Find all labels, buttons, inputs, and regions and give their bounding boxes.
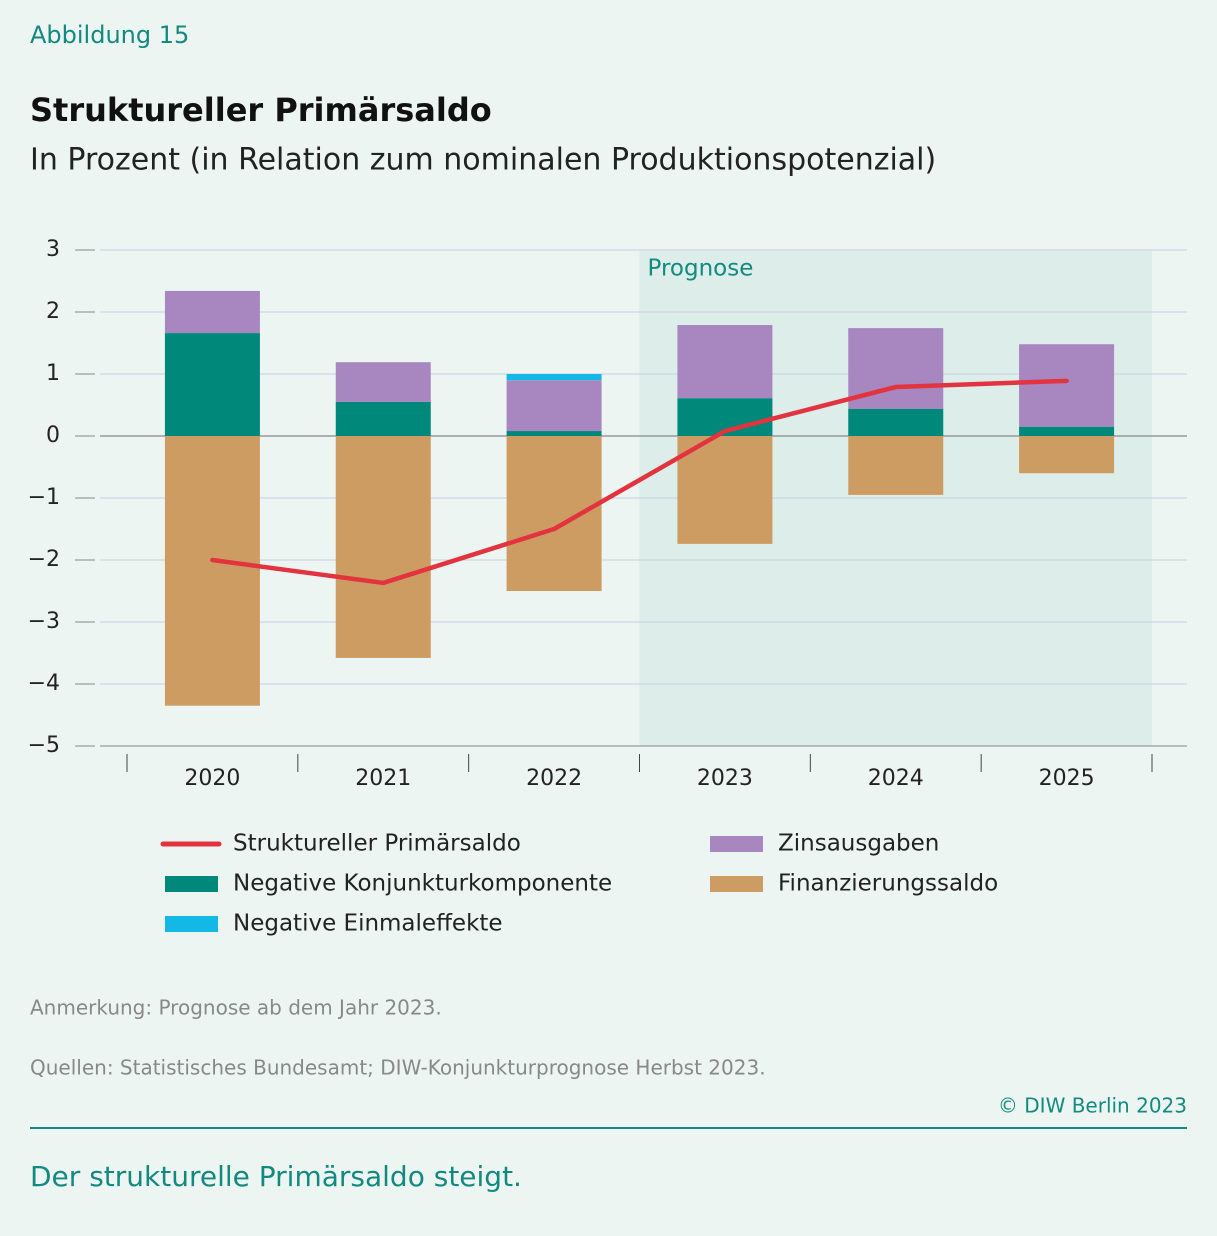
- bar-segment: [677, 436, 773, 544]
- bar-segment: [335, 362, 431, 402]
- legend-swatch: [710, 836, 763, 852]
- y-tick-label: 2: [46, 299, 60, 324]
- y-tick-label: −5: [28, 733, 60, 758]
- figure-label: Abbildung 15: [30, 21, 189, 49]
- bar-segment: [1019, 426, 1115, 436]
- copyright: © DIW Berlin 2023: [998, 1094, 1187, 1118]
- legend-label: Struktureller Primärsaldo: [233, 831, 521, 857]
- note: Anmerkung: Prognose ab dem Jahr 2023.: [30, 996, 442, 1020]
- y-tick-label: −1: [28, 485, 60, 510]
- x-tick-label: 2023: [697, 766, 753, 791]
- annotation: Prognose: [648, 256, 754, 282]
- bar-segment: [164, 436, 260, 706]
- x-tick-label: 2024: [868, 766, 924, 791]
- legend-swatch: [710, 876, 763, 892]
- y-tick-label: −2: [28, 547, 60, 572]
- y-tick-label: −3: [28, 609, 60, 634]
- bar-segment: [848, 436, 944, 495]
- y-tick-label: 0: [46, 423, 60, 448]
- legend-label: Zinsausgaben: [778, 831, 939, 857]
- x-tick-label: 2021: [355, 766, 411, 791]
- source: Quellen: Statistisches Bundesamt; DIW-Ko…: [30, 1056, 766, 1080]
- bar-segment: [506, 431, 602, 436]
- bar-segment: [677, 325, 773, 399]
- legend-swatch: [165, 876, 218, 892]
- bar-segment: [164, 333, 260, 436]
- x-tick-label: 2022: [526, 766, 582, 791]
- bar-segment: [506, 380, 602, 432]
- bar-segment: [335, 401, 431, 436]
- x-tick-label: 2025: [1039, 766, 1095, 791]
- legend-swatch: [165, 916, 218, 932]
- y-tick-label: 3: [46, 237, 60, 262]
- bar-segment: [848, 408, 944, 436]
- y-tick-label: −4: [28, 671, 60, 696]
- bar-segment: [506, 374, 602, 381]
- legend-label: Negative Einmaleffekte: [233, 911, 503, 937]
- bar-segment: [164, 290, 260, 334]
- chart-title: Struktureller Primärsaldo: [30, 91, 492, 129]
- line: [210, 378, 1069, 586]
- chart-subtitle: In Prozent (in Relation zum nominalen Pr…: [30, 143, 936, 178]
- bar-segment: [506, 436, 602, 591]
- bar-segment: [1019, 436, 1115, 474]
- bar-segment: [335, 436, 431, 658]
- legend-label: Finanzierungssaldo: [778, 871, 998, 897]
- footer: Der strukturelle Primärsaldo steigt.: [30, 1160, 522, 1193]
- y-tick-label: 1: [46, 361, 60, 386]
- bar-segment: [1019, 344, 1115, 427]
- legend-label: Negative Konjunkturkomponente: [233, 871, 612, 897]
- x-tick-label: 2020: [184, 766, 240, 791]
